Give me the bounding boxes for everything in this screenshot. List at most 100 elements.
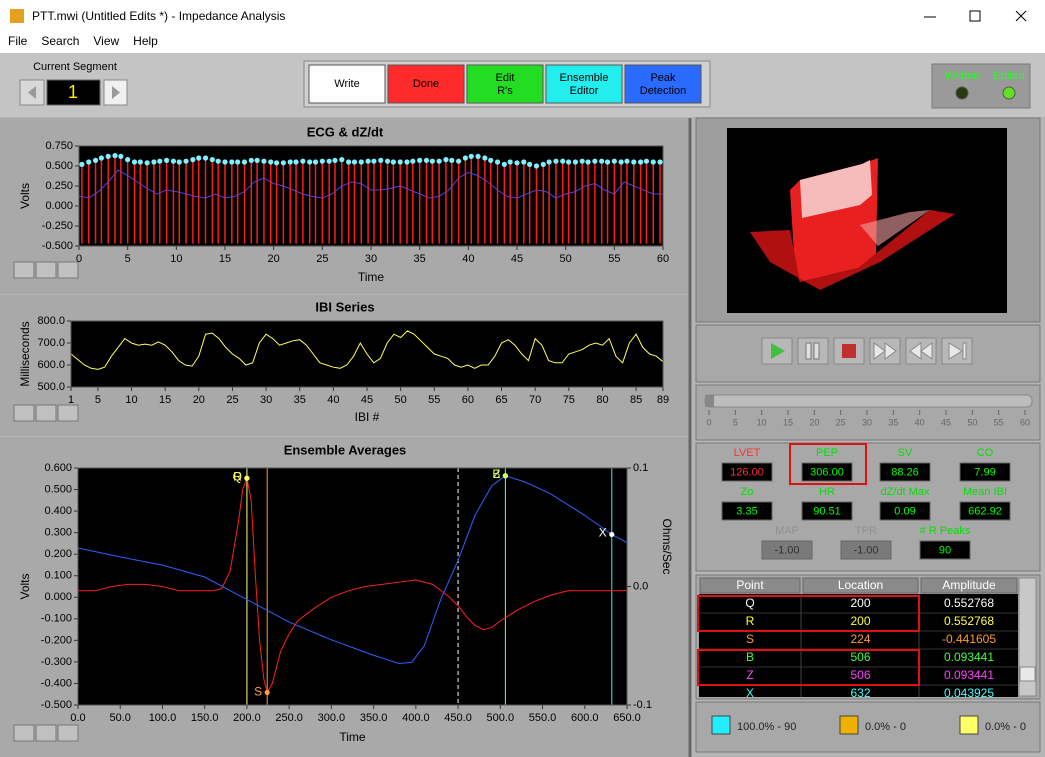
y-tick-label: 0.400 <box>44 505 72 517</box>
x-tick-label: 500.0 <box>487 712 515 724</box>
menu-item[interactable]: Search <box>41 34 79 48</box>
r-peak-marker <box>482 155 488 161</box>
table-cell: 0.552768 <box>944 614 994 628</box>
x-tick-label: 30 <box>260 394 272 406</box>
plot-frame <box>78 145 664 247</box>
table-cell: 200 <box>850 614 870 628</box>
measure-value: 306.00 <box>810 466 844 478</box>
graph-tool[interactable] <box>35 261 57 279</box>
toolbar-button[interactable] <box>387 64 465 104</box>
graph-tool[interactable] <box>13 261 35 279</box>
r-peak-marker <box>404 159 410 165</box>
toolbar-button[interactable] <box>545 64 623 104</box>
r-peak-marker <box>585 159 591 165</box>
close-button[interactable] <box>1015 10 1027 22</box>
next-arrow <box>112 86 120 99</box>
graph-tool[interactable] <box>57 724 79 742</box>
toolbar-button[interactable] <box>308 64 386 104</box>
r-peak-marker <box>521 159 527 165</box>
plot-area <box>79 146 663 246</box>
charts: ECG & dZ/dt 0.750 0.500 0.250 0.000 -0.250 -0.… <box>13 124 674 744</box>
plot-content <box>71 330 663 370</box>
surface-highlight <box>800 160 872 218</box>
y-tick-label: -0.500 <box>41 699 72 711</box>
slider-track[interactable] <box>704 394 1033 408</box>
r-peak-marker <box>332 157 338 163</box>
menu-item[interactable]: File <box>8 34 28 48</box>
legend-swatch <box>839 715 859 735</box>
toolbar-button[interactable] <box>624 64 702 104</box>
r-peak-marker <box>222 159 228 165</box>
table-cell: 0.043925 <box>944 686 994 700</box>
measure-value: 0.09 <box>894 505 915 517</box>
r-peak-marker <box>268 159 274 165</box>
graph-tool[interactable] <box>35 404 57 422</box>
measure-value: 88.26 <box>891 466 919 478</box>
toolbar-button[interactable] <box>466 64 544 104</box>
y-tick-label: 0.300 <box>44 527 72 539</box>
menu-item[interactable]: View <box>93 34 119 48</box>
r-peak-marker <box>638 159 644 165</box>
graph-tool[interactable] <box>35 724 57 742</box>
x-tick-label: 15 <box>219 253 231 265</box>
y-tick-label: 700.0 <box>37 337 65 349</box>
series-line <box>79 169 663 199</box>
r-peak-marker <box>215 158 221 164</box>
r-peak-marker <box>565 159 572 165</box>
window-title: PTT.mwi (Untitled Edits *) - Impedance A… <box>32 9 285 23</box>
graph-tool[interactable] <box>13 404 35 422</box>
r-peak-marker <box>611 158 617 164</box>
points-table: Point Location Amplitude Q 200 0.552768 R 200 0.… <box>699 577 1018 700</box>
measure-box <box>840 540 892 560</box>
measure-value: -1.00 <box>774 544 799 556</box>
play-icon <box>771 343 785 359</box>
graph-tool[interactable] <box>57 261 79 279</box>
series-line <box>78 476 627 694</box>
graph-tool[interactable] <box>57 404 79 422</box>
r-peak-marker <box>417 157 423 163</box>
table-cell: R <box>746 614 755 628</box>
r-peak-marker <box>358 159 364 165</box>
slider-thumb[interactable] <box>705 395 714 407</box>
series-line <box>71 330 663 370</box>
r-peak-marker <box>462 155 469 161</box>
maximize-button[interactable] <box>969 10 981 22</box>
scroll-thumb[interactable] <box>1019 666 1036 682</box>
indicator-label: Written <box>945 70 980 82</box>
r-peak-marker <box>436 158 442 164</box>
graph-tool[interactable] <box>13 724 35 742</box>
measure-box <box>879 501 931 521</box>
r-peak-marker <box>553 158 559 164</box>
plot-area <box>78 468 627 705</box>
r-peak-marker <box>384 158 391 164</box>
toolbar-label: Peak Detection <box>640 72 686 97</box>
r-peak-marker <box>112 153 118 159</box>
x-axis-label: IBI # <box>355 410 380 424</box>
y2-tick-label: -0.1 <box>633 699 652 711</box>
r-peak-marker <box>657 159 663 165</box>
x-tick-label: 400.0 <box>402 712 430 724</box>
x-tick-label: 55 <box>608 253 620 265</box>
y-tick-label: -0.500 <box>42 240 73 252</box>
title-bar <box>0 0 1045 32</box>
pause-button[interactable] <box>797 337 829 365</box>
legend-swatch <box>959 715 979 735</box>
measure-value: 90.51 <box>813 505 841 517</box>
y-tick-label: 0.500 <box>45 160 73 172</box>
menu-item[interactable]: Help <box>133 34 158 48</box>
measure-box <box>801 462 853 482</box>
r-peak-marker <box>307 159 313 165</box>
r-peak-marker <box>423 157 430 163</box>
measure-label: PEP <box>816 447 838 459</box>
table-cell: X <box>746 686 754 700</box>
x-tick-label: 45 <box>511 253 523 265</box>
r-peak-marker <box>624 158 630 164</box>
r-peak-marker <box>190 157 196 163</box>
measure-box <box>721 501 773 521</box>
segment-box <box>46 79 101 106</box>
measure-label: CO <box>977 447 994 459</box>
measure-value: 90 <box>939 544 951 556</box>
playback-buttons <box>761 337 973 365</box>
toolbar: Write Done Edit R's Ensemble Editor Peak Detect… <box>308 64 702 104</box>
chart-title: Ensemble Averages <box>284 442 407 457</box>
